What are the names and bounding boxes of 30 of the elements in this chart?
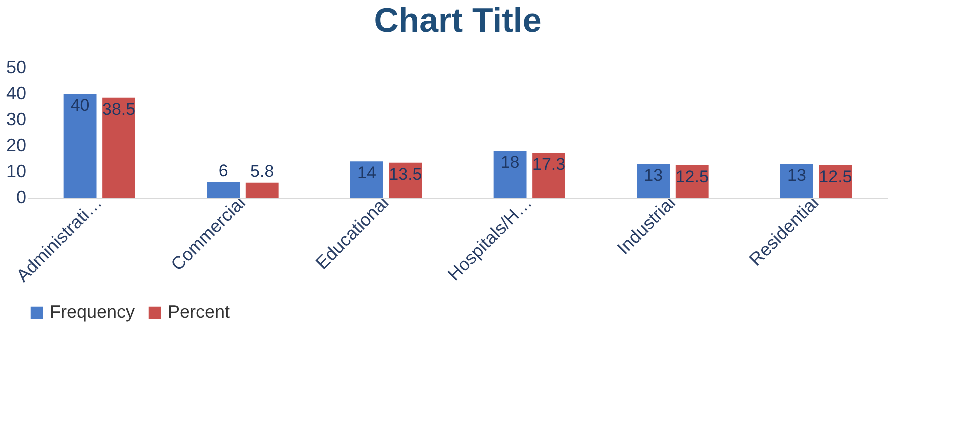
y-tick-label: 20 (6, 136, 26, 156)
bar (532, 153, 566, 198)
y-tick-label: 0 (16, 188, 26, 208)
legend-label: Frequency (50, 302, 136, 322)
bar (350, 162, 384, 198)
data-label: 13 (788, 166, 806, 186)
bar (64, 94, 97, 198)
data-label: 17.3 (532, 155, 566, 174)
data-label: 6 (218, 161, 228, 180)
legend-label: Percent (168, 302, 230, 322)
bar (637, 164, 670, 198)
chart-title: Chart Title (374, 2, 542, 40)
y-tick-label: 10 (6, 162, 26, 182)
data-label: 13.5 (389, 164, 422, 184)
y-tick-label: 40 (6, 84, 26, 104)
data-label: 18 (500, 153, 520, 172)
y-tick-label: 50 (6, 58, 26, 78)
data-label: 12.5 (676, 168, 709, 186)
data-label: 38.5 (102, 100, 136, 119)
y-tick-label: 30 (6, 110, 26, 130)
data-label: 5.8 (250, 162, 274, 181)
data-label: 13 (644, 166, 664, 186)
data-label: 14 (358, 164, 376, 183)
data-label: 40 (70, 96, 90, 115)
bar (246, 182, 279, 198)
bar (780, 164, 814, 198)
bar (102, 98, 136, 198)
data-label: 12.5 (819, 168, 852, 186)
bar (207, 182, 240, 198)
bar (494, 151, 527, 198)
